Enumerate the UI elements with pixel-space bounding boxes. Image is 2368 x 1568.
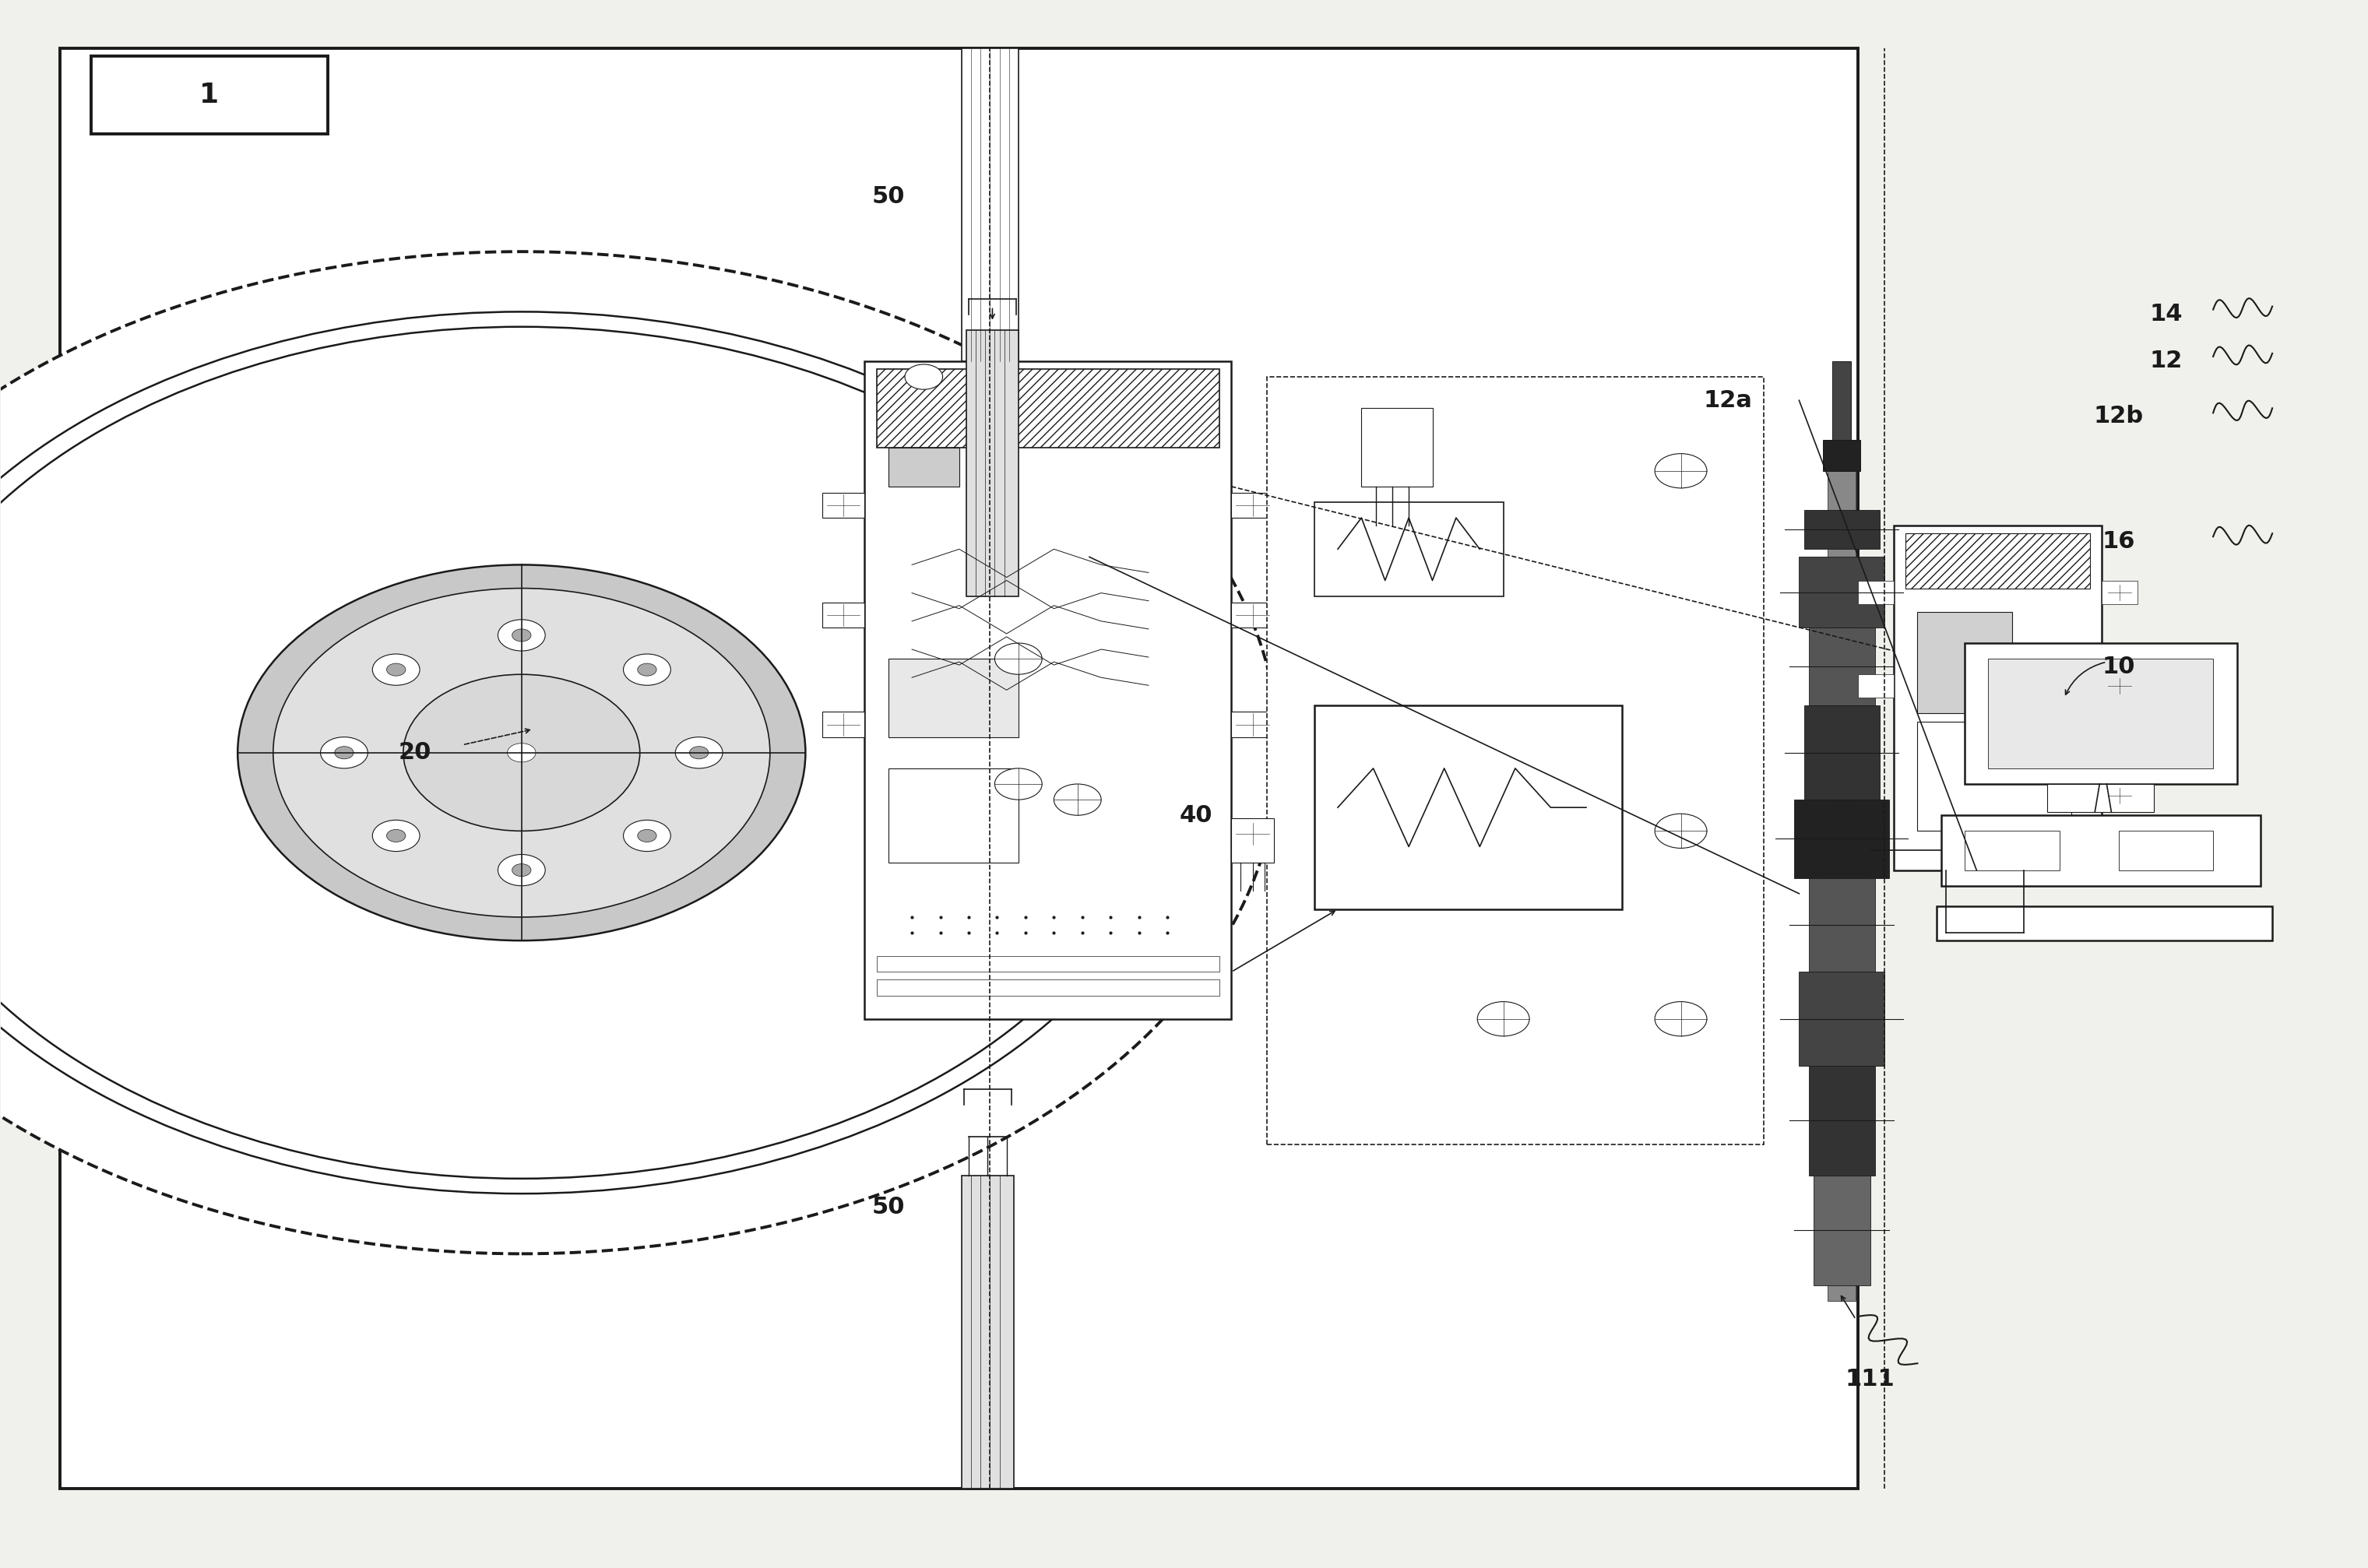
Bar <box>966 329 1018 596</box>
Bar <box>876 980 1220 996</box>
Circle shape <box>0 326 1165 1179</box>
Circle shape <box>1054 784 1101 815</box>
Circle shape <box>1655 814 1707 848</box>
Bar <box>1937 906 2273 941</box>
Bar <box>90 56 327 135</box>
Bar <box>2103 784 2138 808</box>
Circle shape <box>511 864 530 877</box>
Text: 50: 50 <box>871 185 905 209</box>
Text: 111: 111 <box>1845 1367 1894 1391</box>
Circle shape <box>623 820 670 851</box>
Bar <box>2119 831 2214 870</box>
Bar <box>1231 818 1274 862</box>
Circle shape <box>995 643 1042 674</box>
Bar <box>1804 510 1880 549</box>
Text: 12b: 12b <box>2093 405 2143 428</box>
Circle shape <box>272 588 770 917</box>
Text: 40: 40 <box>1179 804 1212 826</box>
Bar <box>1965 643 2238 784</box>
Bar <box>1314 502 1504 596</box>
Bar <box>1859 580 1894 604</box>
Bar <box>1894 525 2103 870</box>
Bar <box>1804 706 1880 800</box>
Circle shape <box>320 737 367 768</box>
Circle shape <box>1655 453 1707 488</box>
Bar <box>888 768 1018 862</box>
Circle shape <box>1655 1002 1707 1036</box>
Bar <box>1965 831 2060 870</box>
Circle shape <box>386 663 405 676</box>
Circle shape <box>637 829 656 842</box>
Bar <box>1267 376 1764 1145</box>
Bar <box>59 49 1859 1488</box>
Circle shape <box>497 855 545 886</box>
Bar <box>1989 659 2214 768</box>
Bar <box>2048 784 2155 812</box>
Bar <box>864 361 1231 1019</box>
Circle shape <box>511 629 530 641</box>
Text: 1: 1 <box>199 82 220 108</box>
Circle shape <box>237 564 805 941</box>
Text: 12a: 12a <box>1703 389 1752 412</box>
Bar <box>2103 580 2138 604</box>
Circle shape <box>497 619 545 651</box>
Circle shape <box>637 663 656 676</box>
Bar <box>1918 612 2013 713</box>
Circle shape <box>507 743 535 762</box>
Bar <box>888 659 1018 737</box>
Bar <box>1362 408 1433 486</box>
Bar <box>822 602 864 627</box>
Circle shape <box>372 654 419 685</box>
Bar <box>1918 721 2072 831</box>
Circle shape <box>0 251 1279 1254</box>
Circle shape <box>675 737 722 768</box>
Bar <box>1231 492 1274 517</box>
Bar <box>822 492 864 517</box>
Bar <box>1833 361 1852 439</box>
Bar <box>1800 972 1885 1066</box>
Bar <box>876 368 1220 447</box>
Circle shape <box>334 746 353 759</box>
Circle shape <box>995 768 1042 800</box>
Bar <box>1795 800 1890 878</box>
Bar <box>1231 602 1274 627</box>
Bar <box>1859 674 1894 698</box>
Bar <box>1942 815 2261 886</box>
Bar <box>1809 627 1875 706</box>
Bar <box>1823 439 1861 470</box>
Circle shape <box>403 674 639 831</box>
Text: 10: 10 <box>2103 655 2136 677</box>
Bar <box>1809 878 1875 972</box>
Circle shape <box>623 654 670 685</box>
Bar <box>1828 439 1857 1301</box>
Bar <box>1231 822 1274 847</box>
Circle shape <box>689 746 708 759</box>
Bar <box>888 447 959 486</box>
Text: 12: 12 <box>2150 350 2183 373</box>
Circle shape <box>372 820 419 851</box>
Bar <box>822 712 864 737</box>
Bar <box>1814 1176 1871 1286</box>
Bar <box>961 1176 1014 1488</box>
Bar <box>2103 674 2138 698</box>
Circle shape <box>1478 1002 1530 1036</box>
Text: 16: 16 <box>2103 530 2136 552</box>
Bar <box>1314 706 1622 909</box>
Bar <box>1906 533 2091 588</box>
Circle shape <box>386 829 405 842</box>
Bar <box>1800 557 1885 627</box>
Circle shape <box>0 312 1189 1193</box>
Circle shape <box>905 364 942 389</box>
Bar <box>1809 1066 1875 1176</box>
Text: 14: 14 <box>2150 303 2183 326</box>
Bar <box>876 956 1220 972</box>
Bar <box>1231 712 1274 737</box>
Text: 50: 50 <box>871 1195 905 1218</box>
Bar <box>961 49 1018 361</box>
Text: 20: 20 <box>398 742 431 764</box>
